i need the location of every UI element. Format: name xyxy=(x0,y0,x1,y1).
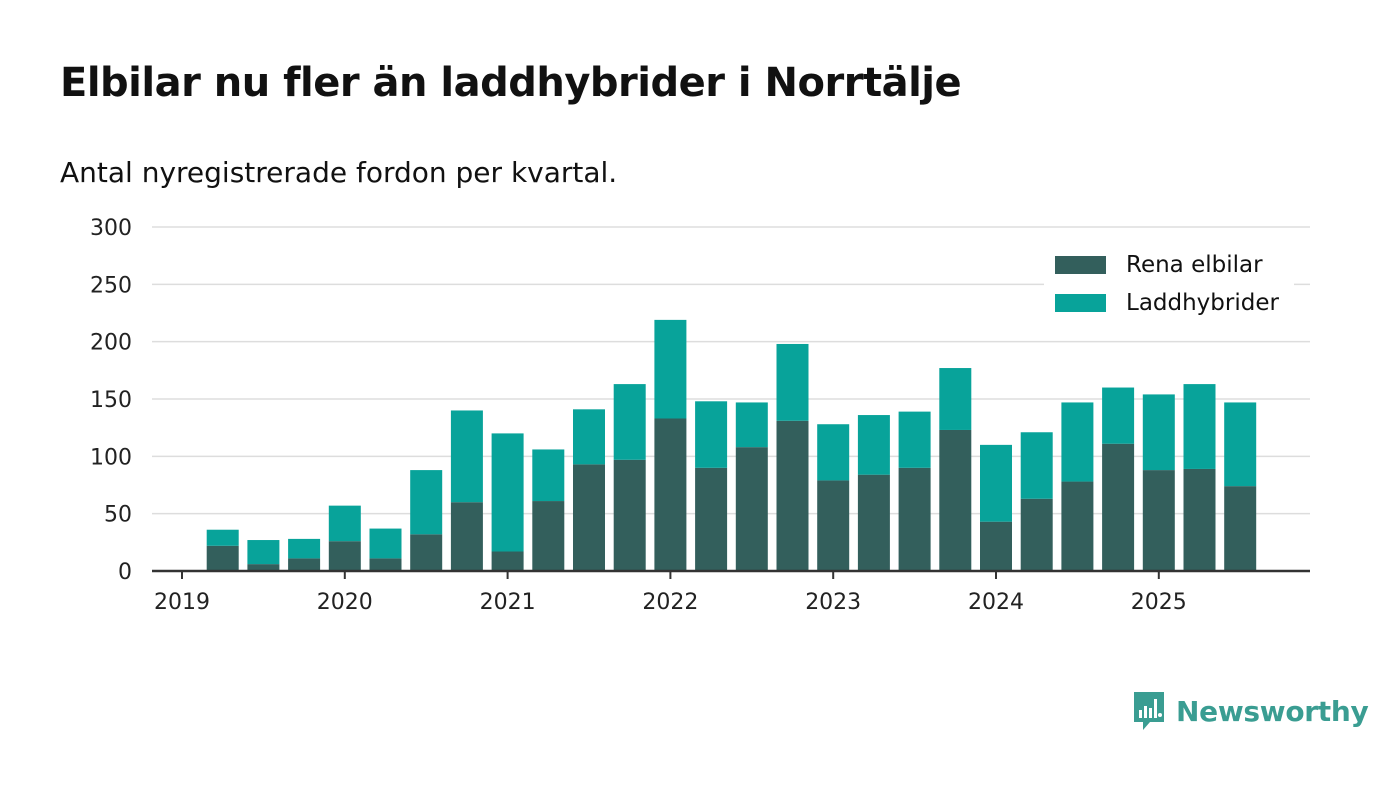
bars xyxy=(206,319,1257,571)
bar-rena-elbilar-2025-Q2 xyxy=(1183,468,1216,571)
x-tick-label-2020: 2020 xyxy=(317,590,373,615)
bar-laddhybrider-2025-Q1 xyxy=(1142,394,1175,471)
bar-laddhybrider-2021-Q1 xyxy=(491,433,524,552)
y-tick-label-0: 0 xyxy=(118,560,132,585)
y-tick-label-200: 200 xyxy=(90,331,132,356)
bar-rena-elbilar-2023-Q1 xyxy=(817,480,850,571)
bar-rena-elbilar-2021-Q1 xyxy=(491,551,524,571)
bar-laddhybrider-2019-Q2 xyxy=(206,529,239,546)
bar-rena-elbilar-2023-Q3 xyxy=(898,467,931,571)
bar-laddhybrider-2024-Q4 xyxy=(1102,387,1135,444)
bar-laddhybrider-2020-Q2 xyxy=(369,528,402,559)
bar-laddhybrider-2023-Q2 xyxy=(857,415,890,475)
bar-rena-elbilar-2020-Q3 xyxy=(410,534,443,571)
bar-rena-elbilar-2024-Q3 xyxy=(1061,481,1094,571)
legend: Rena elbilar Laddhybrider xyxy=(1044,244,1294,322)
chart-title: Elbilar nu fler än laddhybrider i Norrtä… xyxy=(60,60,962,106)
legend-swatch-laddhybrider xyxy=(1055,294,1106,312)
x-tick-label-2022: 2022 xyxy=(642,590,698,615)
y-tick-label-150: 150 xyxy=(90,388,132,413)
bar-rena-elbilar-2019-Q2 xyxy=(206,545,239,571)
bar-rena-elbilar-2024-Q1 xyxy=(980,521,1012,571)
newsworthy-logo: Newsworthy xyxy=(1132,690,1369,732)
legend-label-laddhybrider: Laddhybrider xyxy=(1126,290,1279,316)
bar-rena-elbilar-2022-Q1 xyxy=(654,418,687,571)
x-tick-label-2024: 2024 xyxy=(968,590,1024,615)
bar-rena-elbilar-2020-Q4 xyxy=(450,502,483,571)
bar-laddhybrider-2019-Q4 xyxy=(288,538,321,559)
x-axis-ticks: 2019 2020 2021 2022 2023 2024 2025 xyxy=(154,571,1187,615)
x-tick-label-2019: 2019 xyxy=(154,590,210,615)
bar-laddhybrider-2025-Q3 xyxy=(1224,402,1257,487)
y-tick-label-50: 50 xyxy=(104,503,132,528)
y-axis-ticks: 0 50 100 150 200 250 300 xyxy=(90,216,132,585)
bar-rena-elbilar-2024-Q2 xyxy=(1020,498,1053,571)
bar-laddhybrider-2023-Q4 xyxy=(939,368,972,430)
bar-laddhybrider-2021-Q3 xyxy=(573,409,605,465)
bar-rena-elbilar-2021-Q4 xyxy=(613,459,646,571)
newsworthy-logo-icon xyxy=(1134,692,1164,730)
bar-laddhybrider-2023-Q1 xyxy=(817,424,850,481)
bar-laddhybrider-2025-Q2 xyxy=(1183,384,1216,469)
y-tick-label-250: 250 xyxy=(90,273,132,298)
bar-laddhybrider-2022-Q3 xyxy=(735,402,768,448)
y-tick-label-100: 100 xyxy=(90,445,132,470)
bar-rena-elbilar-2019-Q4 xyxy=(288,558,321,571)
bar-rena-elbilar-2020-Q2 xyxy=(369,558,402,571)
x-tick-label-2021: 2021 xyxy=(480,590,536,615)
bar-rena-elbilar-2025-Q3 xyxy=(1224,486,1257,571)
bar-laddhybrider-2024-Q3 xyxy=(1061,402,1094,482)
bar-laddhybrider-2022-Q1 xyxy=(654,319,687,419)
bar-laddhybrider-2024-Q1 xyxy=(980,444,1012,522)
x-tick-label-2025: 2025 xyxy=(1131,590,1187,615)
bar-rena-elbilar-2022-Q2 xyxy=(695,467,728,571)
bar-laddhybrider-2024-Q2 xyxy=(1020,432,1053,499)
chart-subtitle: Antal nyregistrerade fordon per kvartal. xyxy=(60,156,618,189)
bar-laddhybrider-2020-Q4 xyxy=(450,410,483,503)
bar-rena-elbilar-2024-Q4 xyxy=(1102,443,1135,571)
bar-rena-elbilar-2021-Q2 xyxy=(532,501,565,571)
bar-laddhybrider-2019-Q3 xyxy=(247,540,280,565)
bar-rena-elbilar-2019-Q3 xyxy=(247,564,280,571)
bar-laddhybrider-2023-Q3 xyxy=(898,411,931,468)
x-tick-label-2023: 2023 xyxy=(805,590,861,615)
bar-laddhybrider-2020-Q1 xyxy=(328,505,361,542)
bar-laddhybrider-2021-Q2 xyxy=(532,449,565,502)
legend-label-rena-elbilar: Rena elbilar xyxy=(1126,252,1263,278)
bar-rena-elbilar-2020-Q1 xyxy=(328,541,361,571)
brand-name: Newsworthy xyxy=(1176,694,1369,728)
bar-laddhybrider-2021-Q4 xyxy=(613,384,646,460)
bar-rena-elbilar-2021-Q3 xyxy=(573,464,605,571)
legend-swatch-rena-elbilar xyxy=(1055,256,1106,274)
bar-laddhybrider-2022-Q2 xyxy=(695,401,728,468)
bar-rena-elbilar-2022-Q3 xyxy=(735,447,768,571)
bar-rena-elbilar-2023-Q4 xyxy=(939,429,972,571)
bar-laddhybrider-2022-Q4 xyxy=(776,343,809,421)
bar-rena-elbilar-2023-Q2 xyxy=(857,474,890,571)
bar-laddhybrider-2020-Q3 xyxy=(410,470,443,535)
bar-rena-elbilar-2022-Q4 xyxy=(776,420,809,571)
bar-rena-elbilar-2025-Q1 xyxy=(1142,470,1175,571)
y-tick-label-300: 300 xyxy=(90,216,132,241)
